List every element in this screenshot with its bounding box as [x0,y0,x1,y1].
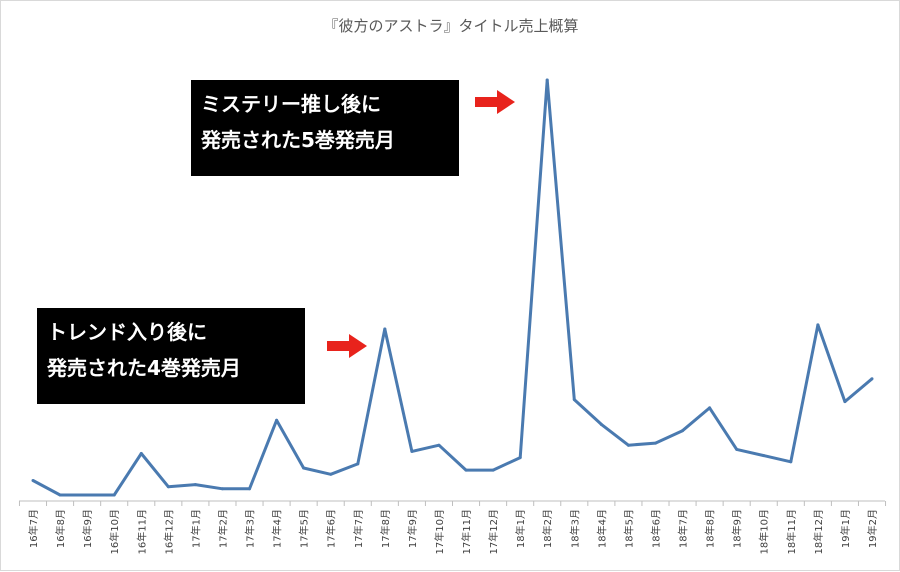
data-point [599,422,603,426]
x-tick-label: 17年9月 [406,509,419,548]
x-tick-label: 16年10月 [108,509,121,554]
x-tick-label: 18年5月 [622,509,635,548]
tick-label-layer: 16年7月 16年8月 16年9月 16年10月 16年11月 16年12月 17年1月 17… [27,509,879,554]
data-point [572,398,576,402]
data-point [383,327,387,331]
x-tick-label: 19年2月 [866,509,879,548]
x-tick-label: 17年10月 [433,509,446,554]
arrow-layer [327,90,515,358]
x-tick-label: 16年12月 [162,509,175,554]
x-tick-label: 17年7月 [352,509,365,548]
x-tick-label: 18年8月 [704,509,717,548]
x-tick-label: 18年6月 [649,509,662,548]
data-point [626,443,630,447]
x-tick-label: 17年12月 [487,509,500,554]
data-point [653,441,657,445]
annotation-line: 発売された4巻発売月 [47,356,241,380]
x-tick-label: 17年5月 [298,509,311,548]
x-tick-label: 17年4月 [271,509,284,548]
data-point [85,493,89,497]
data-point [302,466,306,470]
x-tick-label: 18年3月 [568,509,581,548]
x-tick-label: 18年10月 [758,509,771,554]
data-point [112,493,116,497]
x-tick-label: 16年8月 [54,509,67,548]
data-point [681,429,685,433]
data-point [31,478,35,482]
data-point [275,418,279,422]
data-point [708,406,712,410]
x-tick-label: 17年6月 [325,509,338,548]
chart-title: 『彼方のアストラ』タイトル売上概算 [323,17,579,35]
annotation-volume4: トレンド入り後に 発売された4巻発売月 [37,308,305,404]
arrow-icon [327,334,367,358]
data-point [166,485,170,489]
data-point [789,460,793,464]
data-point [464,468,468,472]
x-tick-label: 17年8月 [379,509,392,548]
data-point [518,456,522,460]
data-point [329,472,333,476]
data-point [437,443,441,447]
data-point [735,447,739,451]
x-tick-label: 19年1月 [839,509,852,548]
x-tick-label: 17年3月 [244,509,257,548]
data-point [816,323,820,327]
data-point [193,483,197,487]
x-tick-label: 18年9月 [731,509,744,548]
x-tick-label: 16年9月 [81,509,94,548]
data-point [545,78,549,82]
x-tick-label: 18年4月 [595,509,608,548]
annotation-line: ミステリー推し後に [201,92,381,116]
x-tick-label: 17年11月 [460,509,473,554]
x-tick-label: 17年2月 [216,509,229,548]
data-point [410,449,414,453]
annotation-line: 発売された5巻発売月 [201,128,395,152]
x-tick-label: 18年12月 [812,509,825,554]
data-point [762,454,766,458]
axis-layer [18,500,887,506]
data-point [248,487,252,491]
data-point [491,468,495,472]
data-point [58,493,62,497]
series-line [32,78,873,497]
series-layer [31,78,874,497]
data-point [870,377,874,381]
x-tick-label: 18年1月 [514,509,527,548]
x-tick-label: 16年11月 [135,509,148,554]
annotation-volume5: ミステリー推し後に 発売された5巻発売月 [191,80,459,176]
x-tick-label: 17年1月 [189,509,202,548]
data-point [139,452,143,455]
x-tick-label: 18年7月 [677,509,690,548]
data-point [356,462,360,466]
annotation-line: トレンド入り後に [47,320,207,344]
x-tick-label: 18年11月 [785,509,798,554]
arrow-icon [475,90,515,114]
data-point [220,487,224,491]
data-point [843,400,847,404]
x-tick-label: 16年7月 [27,509,40,548]
x-tick-label: 18年2月 [541,509,554,548]
